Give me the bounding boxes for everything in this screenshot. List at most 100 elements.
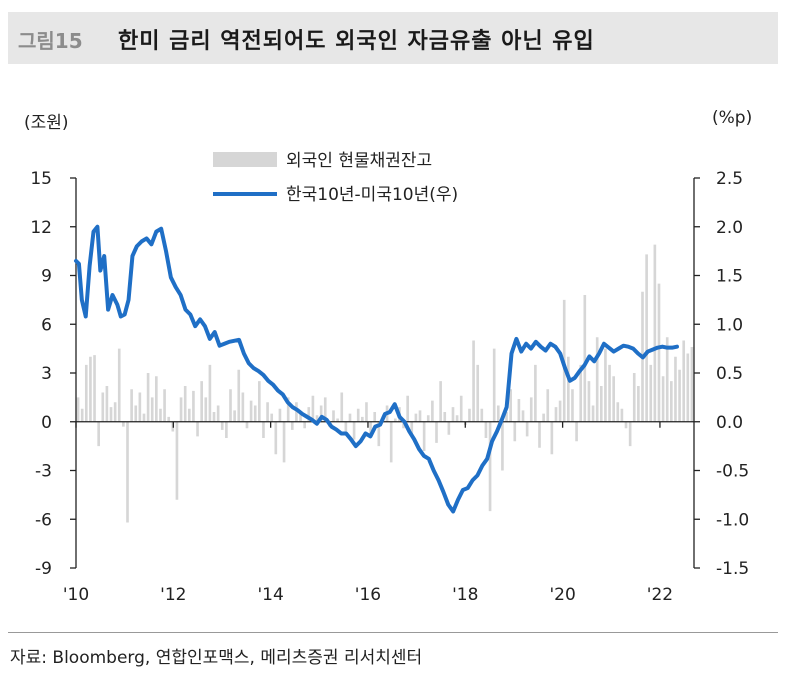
legend-label-line: 한국10년-미국10년(우) [286,185,458,205]
bar-mark [492,348,496,422]
bar-mark [89,356,92,422]
bar-mark [253,405,257,422]
right-tick-label: 0.0 [716,413,743,433]
bar-mark [336,418,339,422]
bar-mark [422,421,426,451]
bar-mark [356,408,360,422]
bar-mark [122,421,125,427]
bar-mark [183,386,187,422]
bar-mark [451,407,455,422]
bar-mark [583,295,587,422]
bar-mark [439,381,442,422]
source-note: 자료: Bloomberg, 연합인포맥스, 메리츠증권 리서치센터 [10,648,423,668]
bar-mark [686,353,690,422]
bar-mark [546,389,550,422]
bar-mark [332,410,335,422]
x-tick-label: '14 [257,585,283,605]
bar-mark [550,421,554,455]
bar-mark [480,408,484,422]
bar-mark [352,421,356,440]
bar-mark [616,402,620,422]
bar-mark [97,421,100,447]
bar-mark [496,405,500,422]
bar-mark [410,421,414,437]
bar-mark [670,381,673,422]
bar-mark [591,405,595,422]
bar-mark [558,400,562,422]
right-tick-label: 2.5 [716,169,743,189]
bar-mark [249,400,253,422]
bar-mark [290,421,294,430]
bar-mark [134,405,138,422]
bar-mark [567,356,570,422]
legend-swatch-bar [213,152,277,167]
x-tick-label: '20 [549,585,575,605]
figure-header: 그림15 한미 금리 역전되어도 외국인 자금유출 아닌 유입 [8,12,778,64]
bar-mark [373,412,377,422]
x-tick-label: '18 [452,585,478,605]
bar-mark [167,416,171,422]
bar-mark [286,397,290,422]
bar-mark [340,392,344,422]
bar-mark [299,412,302,422]
bar-mark [80,408,84,422]
bar-mark [476,364,480,422]
bar-mark [278,408,282,422]
bar-mark [146,373,150,422]
left-tick-label: 9 [41,267,52,287]
bar-mark [196,421,199,437]
bar-mark [142,413,146,422]
bar-mark [645,254,648,422]
bar-mark [225,421,228,438]
bar-mark [319,405,323,422]
right-tick-label: 0.5 [716,364,743,384]
left-tick-label: -3 [35,462,52,482]
bar-mark [521,410,525,422]
bar-mark [468,408,471,422]
bar-mark [237,369,241,422]
figure-title: 한미 금리 역전되어도 외국인 자금유출 아닌 유입 [118,29,595,54]
bar-mark [538,421,541,448]
bar-mark [529,397,533,422]
left-tick-label: 15 [30,169,52,189]
bar-mark [117,348,121,422]
bar-mark [501,421,504,471]
bar-mark [414,413,418,422]
legend-label-bar: 외국인 현물채권잔고 [286,151,432,171]
bar-mark [138,392,142,422]
bar-mark [431,400,434,422]
bar-mark [604,348,607,422]
left-tick-label: 0 [41,413,52,433]
right-tick-label: -1.5 [716,559,749,579]
bar-mark [649,364,653,422]
bar-mark [505,412,508,422]
left-y-axis: 15 12 9 6 3 0 -3 -6 -9 [30,169,77,579]
bar-mark [690,347,694,422]
bar-mark [488,421,492,512]
bar-mark [101,392,105,422]
bar-mark [365,402,368,422]
bar-mark [150,397,154,422]
bar-mark [200,381,203,422]
bar-mark [266,402,269,422]
left-tick-label: -6 [35,510,52,530]
left-tick-label: 12 [30,218,52,238]
bar-mark [608,364,611,422]
bar-mark [661,376,665,422]
bar-mark [282,421,286,463]
bar-mark [657,283,661,422]
left-tick-label: 3 [41,364,52,384]
bar-mark [155,376,158,422]
bar-mark [406,395,409,422]
bar-mark [637,386,640,422]
bar-mark [678,369,681,422]
bar-mark [175,421,179,500]
bar-mark [258,381,261,422]
bar-mark [534,364,537,422]
bar-mark [595,337,599,422]
bar-mark [377,421,381,447]
bar-mark [624,421,628,429]
right-tick-label: -1.0 [716,510,749,530]
right-y-axis: 2.5 2.0 1.5 1.0 0.5 0.0 -0.5 -1.0 -1.5 [693,169,749,579]
bar-mark [163,389,166,422]
